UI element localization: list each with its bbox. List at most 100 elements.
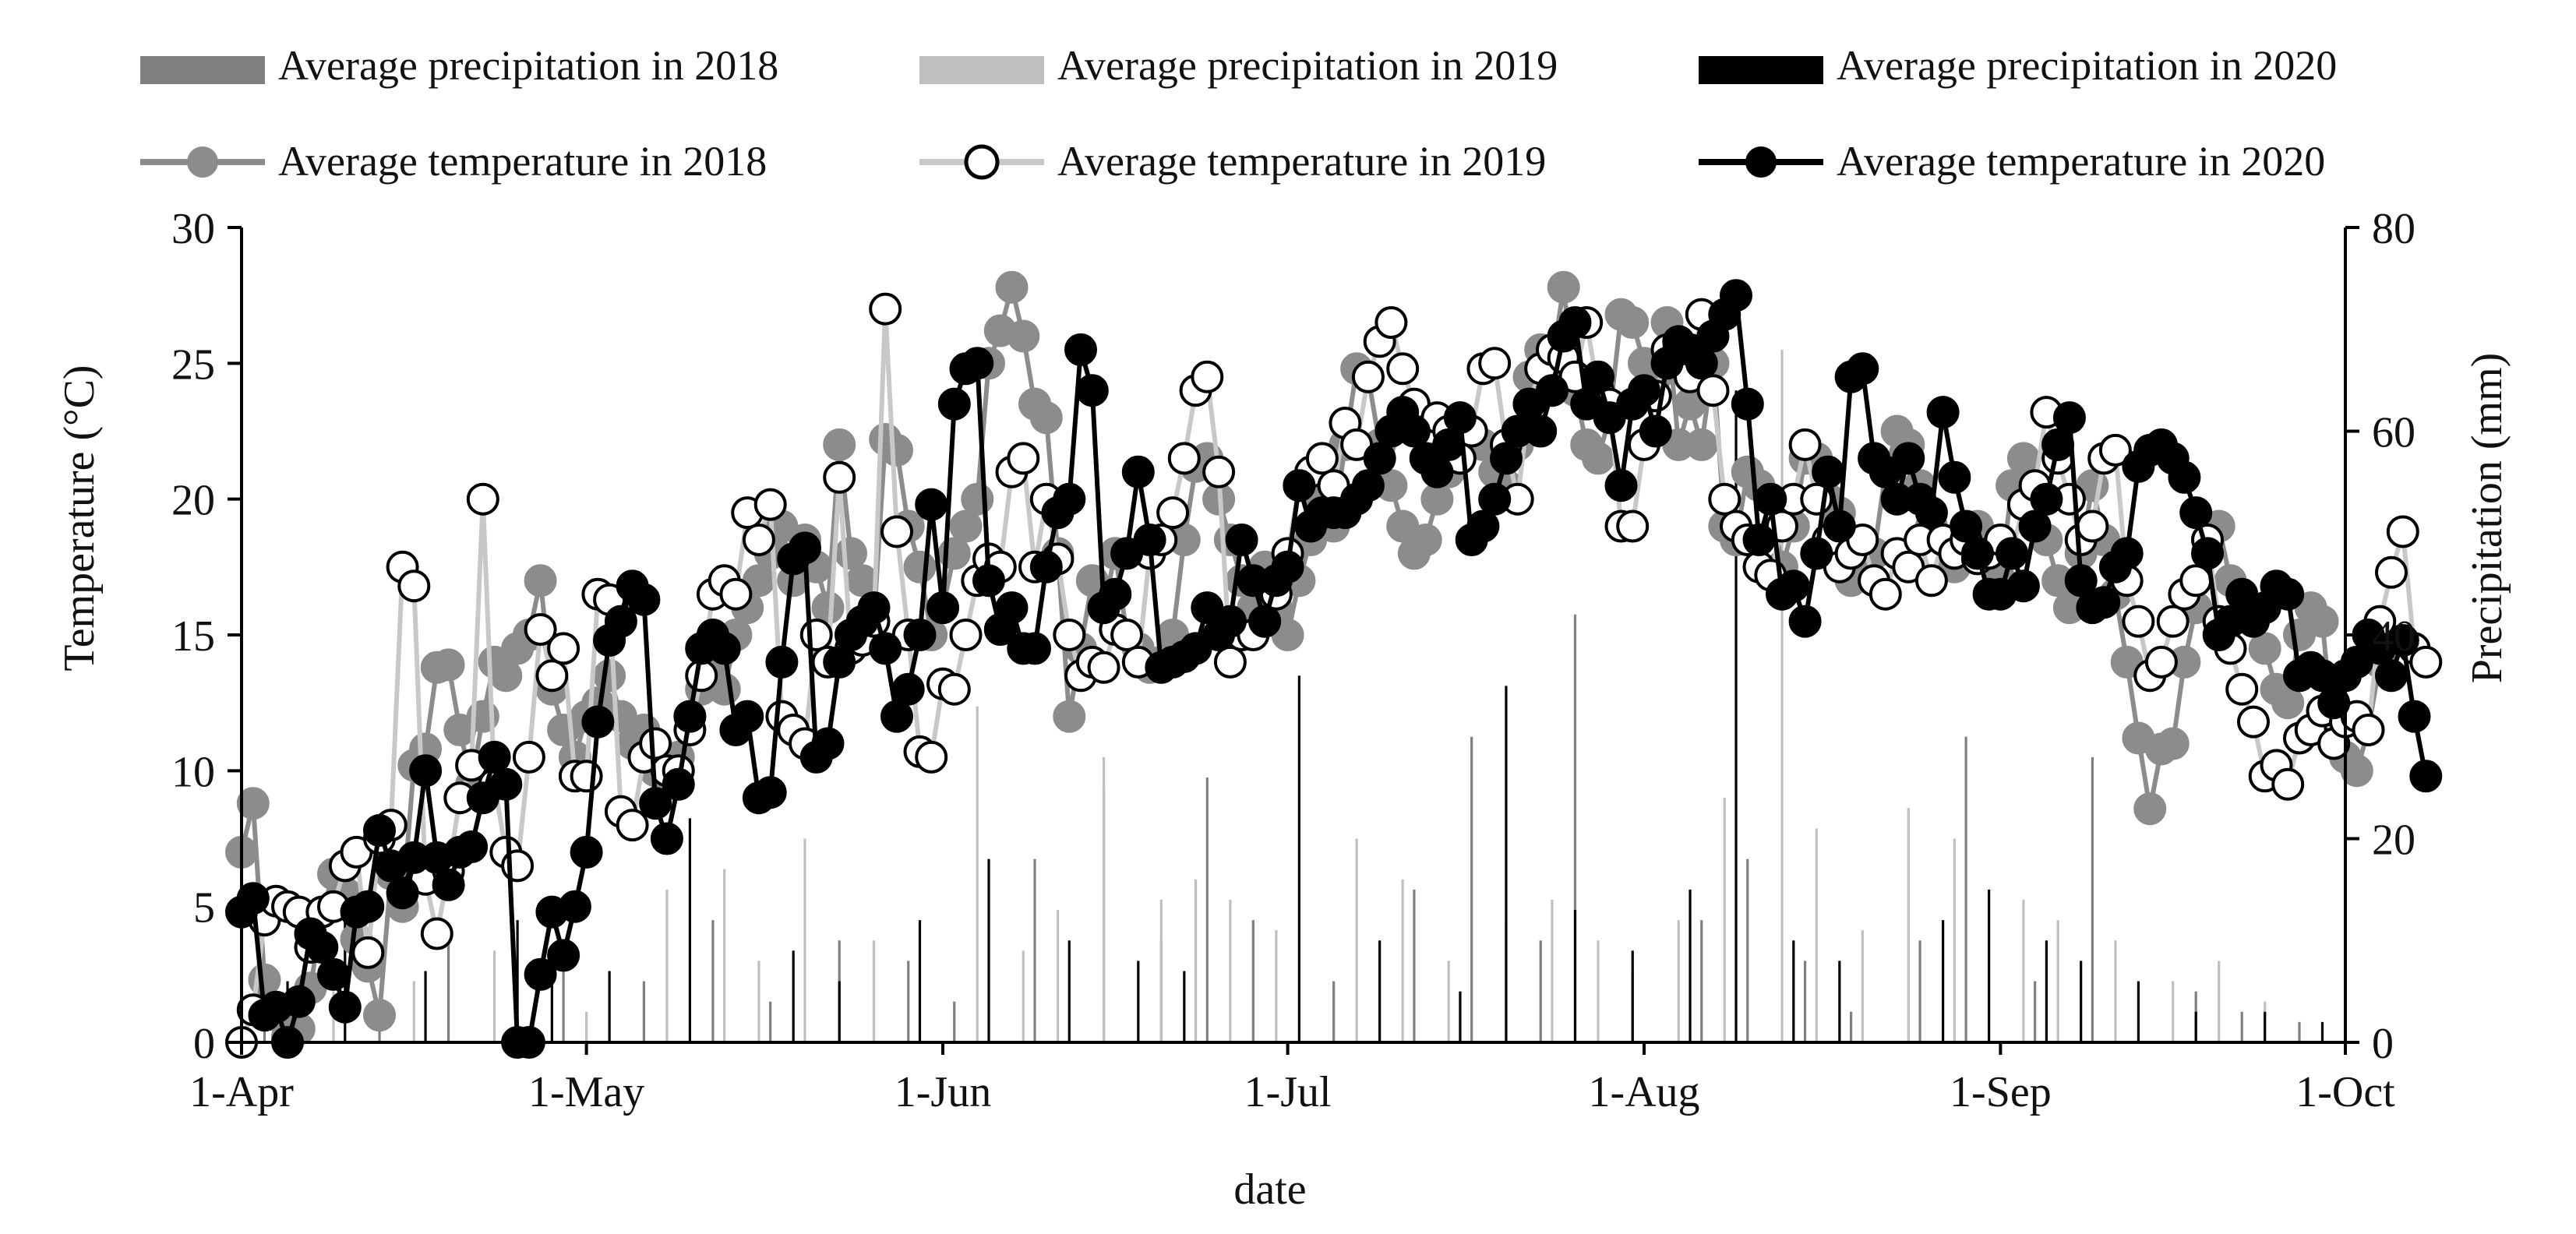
temp-point-t2020 xyxy=(409,754,443,788)
temp-point-t2020 xyxy=(627,583,661,616)
temp-point-t2019 xyxy=(639,727,672,760)
temp-point-t2019 xyxy=(915,740,948,774)
temp-point-t2020 xyxy=(2179,496,2213,530)
temp-point-t2020 xyxy=(282,985,316,1018)
temp-point-t2019 xyxy=(397,569,431,603)
precip-bar-p2020 xyxy=(1137,961,1140,1042)
temp-point-t2019 xyxy=(1708,482,1741,516)
precip-bar-p2019 xyxy=(1447,961,1450,1042)
temp-point-t2020 xyxy=(236,882,270,915)
temp-point-t2020 xyxy=(708,632,741,665)
temp-point-t2019 xyxy=(2156,605,2190,638)
precip-bar-p2018 xyxy=(1332,981,1336,1042)
precip-bar-p2018 xyxy=(1746,859,1749,1042)
legend-swatch-precip-2020 xyxy=(1699,56,1823,84)
temp-point-t2020 xyxy=(1283,469,1316,502)
temp-point-t2018 xyxy=(1053,700,1086,733)
precip-bar-p2020 xyxy=(1734,390,1738,1042)
temp-point-t2018 xyxy=(1547,270,1580,304)
temp-point-t2019 xyxy=(2271,767,2305,801)
temp-point-t2020 xyxy=(1960,537,1994,570)
temp-point-t2020 xyxy=(1582,360,1614,393)
temp-point-t2020 xyxy=(2375,659,2408,693)
temp-point-t2018 xyxy=(2006,442,2040,475)
temp-point-t2020 xyxy=(753,776,787,809)
temp-point-t2020 xyxy=(1363,442,1396,475)
temp-point-t2019 xyxy=(1156,496,1190,530)
precip-bar-p2019 xyxy=(1907,808,1910,1042)
temp-point-t2018 xyxy=(2133,792,2167,826)
precip-bar-p2019 xyxy=(1102,756,1106,1042)
temp-point-t2020 xyxy=(891,672,925,706)
temp-point-t2018 xyxy=(2248,632,2281,665)
temp-point-t2020 xyxy=(1846,352,1879,386)
temp-point-t2020 xyxy=(328,990,362,1024)
precip-bar-p2020 xyxy=(2045,940,2048,1042)
precip-bar-p2018 xyxy=(1573,614,1577,1042)
x-tick-label: 1-Apr xyxy=(189,1068,294,1116)
temp-point-t2020 xyxy=(1466,509,1500,543)
temp-point-t2019 xyxy=(535,659,569,693)
precip-bar-p2019 xyxy=(1815,828,1818,1042)
temp-point-t2020 xyxy=(765,645,799,679)
y-left-tick-label: 25 xyxy=(171,340,215,389)
temp-point-t2020 xyxy=(1938,460,1971,494)
temp-point-t2020 xyxy=(1823,509,1856,543)
legend-label-temp-2018: Average temperature in 2018 xyxy=(278,138,767,185)
temp-point-t2020 xyxy=(317,957,350,991)
temp-point-t2020 xyxy=(558,890,591,923)
precip-bar-p2020 xyxy=(1573,910,1577,1042)
temp-point-t2020 xyxy=(1777,569,1810,603)
temp-point-t2019 xyxy=(2237,705,2270,739)
temp-point-t2019 xyxy=(466,482,499,516)
temp-point-t2020 xyxy=(305,931,339,964)
temp-point-t2018 xyxy=(1420,482,1454,516)
precip-bar-p2020 xyxy=(1297,675,1300,1042)
temp-point-t2019 xyxy=(1110,619,1144,651)
y-right-tick-label: 60 xyxy=(2372,409,2415,457)
precip-bar-p2019 xyxy=(1861,930,1864,1042)
temp-point-t2020 xyxy=(915,488,948,521)
temp-point-t2020 xyxy=(2271,577,2305,611)
temp-point-t2020 xyxy=(1029,550,1063,584)
precip-bar-p2020 xyxy=(1792,940,1795,1042)
precip-bar-p2018 xyxy=(1251,920,1254,1042)
precip-bar-p2018 xyxy=(1205,777,1209,1042)
temp-point-t2020 xyxy=(1604,469,1638,502)
temp-point-t2020 xyxy=(432,868,465,901)
temp-point-t2020 xyxy=(1950,509,1983,543)
temp-point-t2018 xyxy=(2156,727,2190,760)
temp-point-t2020 xyxy=(1558,306,1592,339)
temp-point-t2020 xyxy=(386,876,419,910)
precip-bar-p2018 xyxy=(1539,940,1542,1042)
precip-bar-p2018 xyxy=(1918,940,1921,1042)
temp-point-t2020 xyxy=(811,727,845,760)
precip-bar-p2019 xyxy=(872,940,876,1042)
precip-bar-p2019 xyxy=(757,961,760,1042)
temp-point-t2019 xyxy=(1868,577,1902,611)
precip-bar-p2019 xyxy=(412,981,415,1042)
temp-point-t2019 xyxy=(869,292,902,326)
temp-point-t2020 xyxy=(1018,632,1051,665)
legend-label-precip-2018: Average precipitation in 2018 xyxy=(278,42,778,89)
temp-point-t2020 xyxy=(731,700,764,733)
temp-point-t2018 xyxy=(2271,686,2305,720)
temp-point-t2020 xyxy=(639,787,672,820)
y-right-tick-label: 0 xyxy=(2372,1020,2394,1068)
precip-bar-p2019 xyxy=(2056,920,2059,1042)
temp-point-t2020 xyxy=(2168,460,2201,494)
temp-point-t2019 xyxy=(799,619,833,651)
legend-label-precip-2019: Average precipitation in 2019 xyxy=(1057,42,1558,89)
temp-point-t2020 xyxy=(1397,414,1431,448)
precip-bar-p2018 xyxy=(1413,889,1416,1042)
temp-point-t2020 xyxy=(2030,482,2063,516)
precip-bar-p2019 xyxy=(1159,899,1163,1042)
temp-point-t2019 xyxy=(1007,442,1040,475)
legend-label-temp-2019: Average temperature in 2019 xyxy=(1057,138,1546,185)
temp-point-t2020 xyxy=(1225,524,1258,556)
precip-bar-p2019 xyxy=(2114,940,2117,1042)
temp-point-t2019 xyxy=(1478,347,1512,380)
precip-bar-p2019 xyxy=(1953,838,1956,1042)
x-tick-label: 1-Aug xyxy=(1588,1068,1699,1116)
